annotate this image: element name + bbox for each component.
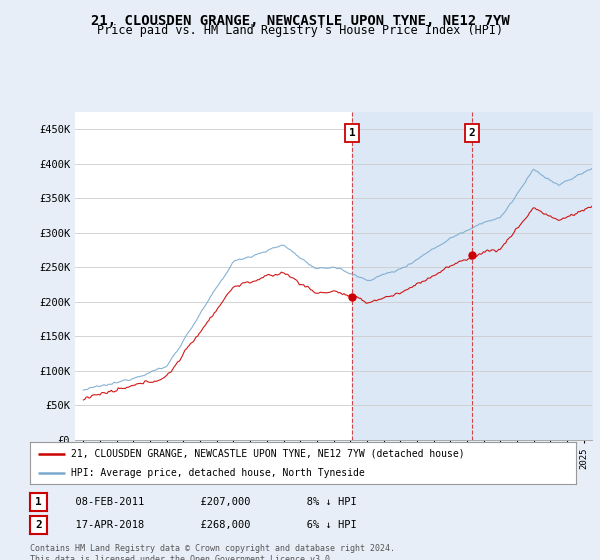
Text: HPI: Average price, detached house, North Tyneside: HPI: Average price, detached house, Nort… bbox=[71, 468, 365, 478]
Text: 21, CLOUSDEN GRANGE, NEWCASTLE UPON TYNE, NE12 7YW (detached house): 21, CLOUSDEN GRANGE, NEWCASTLE UPON TYNE… bbox=[71, 449, 464, 459]
Text: Contains HM Land Registry data © Crown copyright and database right 2024.
This d: Contains HM Land Registry data © Crown c… bbox=[30, 544, 395, 560]
Text: 1: 1 bbox=[349, 128, 355, 138]
Text: 2: 2 bbox=[35, 520, 42, 530]
Text: 08-FEB-2011         £207,000         8% ↓ HPI: 08-FEB-2011 £207,000 8% ↓ HPI bbox=[63, 497, 357, 507]
Text: 1: 1 bbox=[35, 497, 42, 507]
Text: 17-APR-2018         £268,000         6% ↓ HPI: 17-APR-2018 £268,000 6% ↓ HPI bbox=[63, 520, 357, 530]
Text: Price paid vs. HM Land Registry's House Price Index (HPI): Price paid vs. HM Land Registry's House … bbox=[97, 24, 503, 37]
Text: 21, CLOUSDEN GRANGE, NEWCASTLE UPON TYNE, NE12 7YW: 21, CLOUSDEN GRANGE, NEWCASTLE UPON TYNE… bbox=[91, 14, 509, 28]
Text: 2: 2 bbox=[469, 128, 475, 138]
